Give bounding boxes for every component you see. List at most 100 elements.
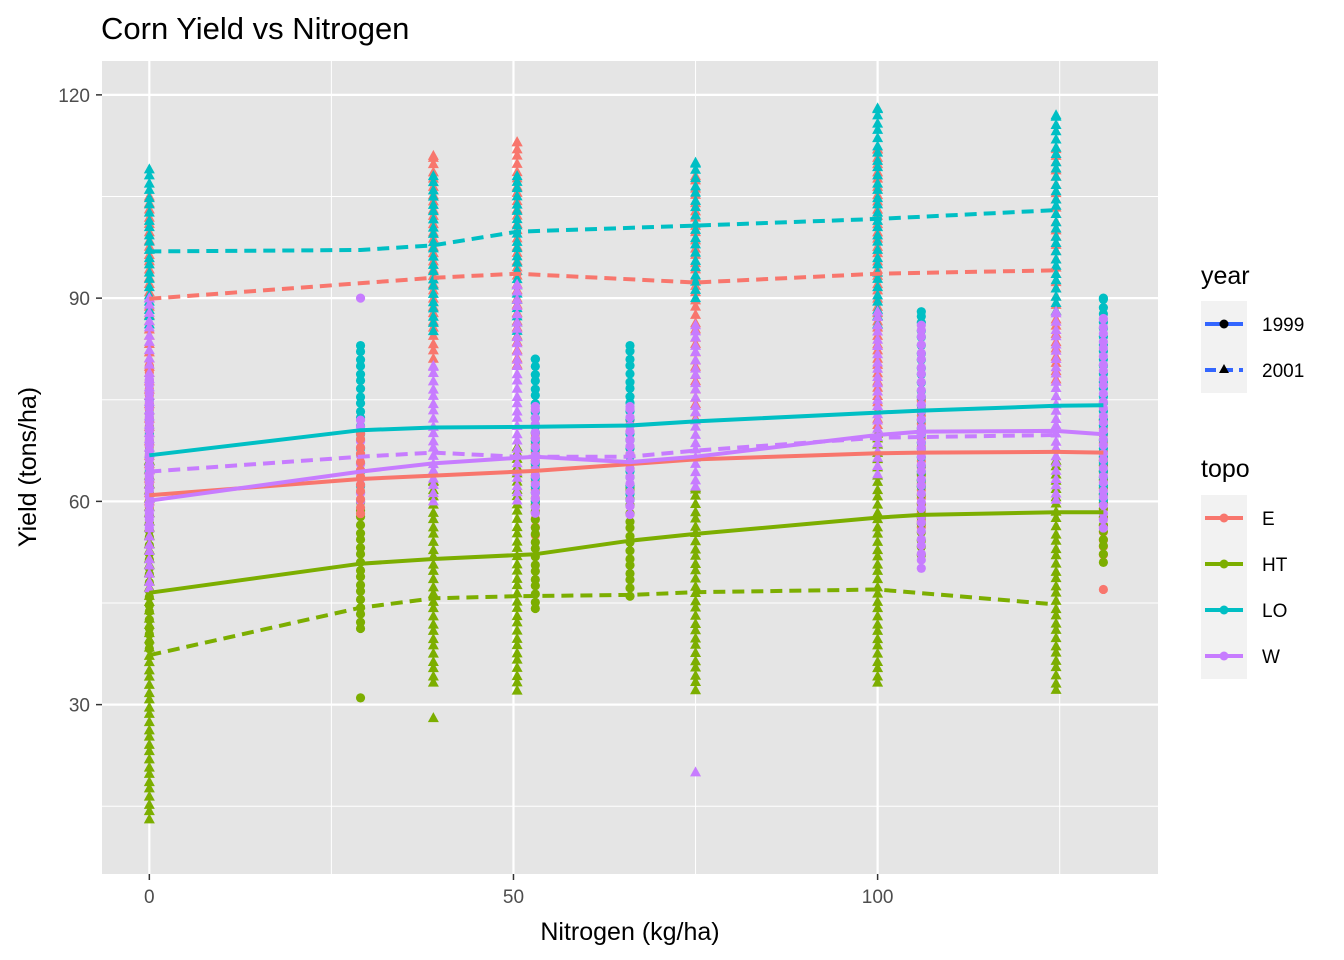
data-point-triangle — [143, 538, 155, 549]
data-point-triangle — [872, 595, 884, 606]
data-point-circle — [1098, 434, 1108, 444]
data-point-triangle — [872, 647, 884, 658]
data-point-circle — [144, 615, 154, 625]
data-point-triangle — [511, 204, 523, 215]
data-point-circle — [355, 293, 366, 303]
data-point-triangle — [427, 472, 439, 483]
data-point-triangle — [143, 169, 155, 180]
data-point-triangle — [1050, 419, 1062, 430]
data-point-triangle — [690, 194, 702, 205]
data-point-triangle — [690, 261, 702, 272]
data-point-triangle — [427, 449, 439, 460]
data-point-triangle — [427, 441, 439, 452]
data-point-triangle — [690, 557, 702, 568]
data-point-triangle — [427, 478, 439, 489]
data-point-circle — [625, 369, 635, 379]
data-point-triangle — [1050, 207, 1062, 218]
data-point-triangle — [690, 156, 702, 167]
data-point-triangle — [690, 339, 702, 350]
data-point-circle — [530, 442, 540, 452]
data-point-triangle — [690, 535, 702, 546]
data-point-triangle — [511, 504, 523, 515]
data-point-triangle — [872, 161, 884, 172]
data-point-triangle — [872, 177, 884, 188]
data-point-triangle — [143, 315, 155, 326]
data-point-triangle — [143, 192, 155, 203]
data-point-triangle — [872, 243, 884, 254]
data-point-triangle — [872, 451, 884, 462]
data-point-triangle — [1050, 669, 1062, 680]
data-point-circle — [355, 392, 366, 402]
x-tick-label: 0 — [144, 887, 155, 908]
data-point-circle — [530, 487, 540, 498]
data-point-triangle — [427, 633, 439, 644]
data-point-triangle — [427, 227, 439, 238]
data-point-triangle — [872, 602, 884, 613]
data-point-circle — [625, 495, 635, 505]
data-point-triangle — [511, 486, 523, 497]
data-point-triangle — [872, 319, 884, 330]
data-point-triangle — [690, 646, 702, 657]
data-point-triangle — [1050, 603, 1062, 614]
data-point-triangle — [511, 480, 523, 491]
data-point-triangle — [690, 520, 702, 531]
data-point-triangle — [872, 348, 884, 359]
data-point-triangle — [872, 535, 884, 546]
data-point-circle — [144, 434, 154, 444]
data-point-triangle — [872, 140, 884, 151]
data-point-triangle — [427, 521, 439, 532]
data-point-triangle — [872, 414, 884, 425]
data-point-triangle — [690, 246, 702, 257]
data-point-circle — [1098, 549, 1108, 559]
data-point-triangle — [872, 385, 884, 396]
data-point-circle — [144, 600, 154, 610]
data-point-circle — [625, 435, 635, 445]
data-point-triangle — [690, 624, 702, 635]
data-point-triangle — [690, 254, 702, 265]
data-point-triangle — [690, 506, 702, 517]
data-point-triangle — [1050, 473, 1062, 484]
data-point-triangle — [1050, 344, 1062, 355]
data-point-triangle — [427, 375, 439, 386]
data-point-triangle — [872, 258, 884, 269]
data-point-circle — [144, 411, 154, 421]
data-point-triangle — [511, 564, 523, 575]
series-line-ht-2001 — [148, 587, 1057, 658]
data-point-triangle — [872, 305, 884, 316]
data-point-triangle — [143, 335, 155, 346]
data-point-triangle — [690, 346, 702, 357]
data-point-triangle — [511, 149, 523, 160]
data-point-circle — [916, 340, 926, 350]
data-point-triangle — [427, 573, 439, 584]
data-point-triangle — [511, 434, 523, 445]
data-point-triangle — [872, 506, 884, 517]
data-point-circle — [1098, 303, 1108, 313]
data-point-triangle — [690, 232, 702, 243]
data-point-triangle — [427, 587, 439, 598]
data-point-circle — [1098, 388, 1108, 399]
data-point-triangle — [511, 405, 523, 416]
data-point-triangle — [690, 480, 702, 491]
data-point-triangle — [511, 601, 523, 612]
data-point-triangle — [872, 437, 884, 448]
data-point-triangle — [143, 553, 155, 564]
data-point-triangle — [427, 170, 439, 181]
data-point-triangle — [511, 382, 523, 393]
data-point-triangle — [143, 252, 155, 263]
data-point-triangle — [1050, 236, 1062, 247]
data-point-triangle — [872, 475, 884, 486]
data-point-triangle — [690, 443, 702, 454]
data-point-triangle — [511, 661, 523, 672]
data-point-triangle — [427, 544, 439, 555]
data-point-triangle — [143, 707, 155, 718]
data-point-triangle — [511, 535, 523, 546]
data-point-triangle — [143, 344, 155, 355]
data-point-triangle — [511, 235, 523, 246]
data-point-triangle — [690, 283, 702, 294]
data-point-triangle — [872, 183, 884, 194]
data-point-triangle — [1050, 640, 1062, 651]
legend-label-2001: 2001 — [1262, 361, 1304, 382]
data-point-triangle — [427, 176, 439, 187]
x-axis-title: Nitrogen (kg/ha) — [540, 918, 719, 946]
data-point-triangle — [1050, 623, 1062, 634]
